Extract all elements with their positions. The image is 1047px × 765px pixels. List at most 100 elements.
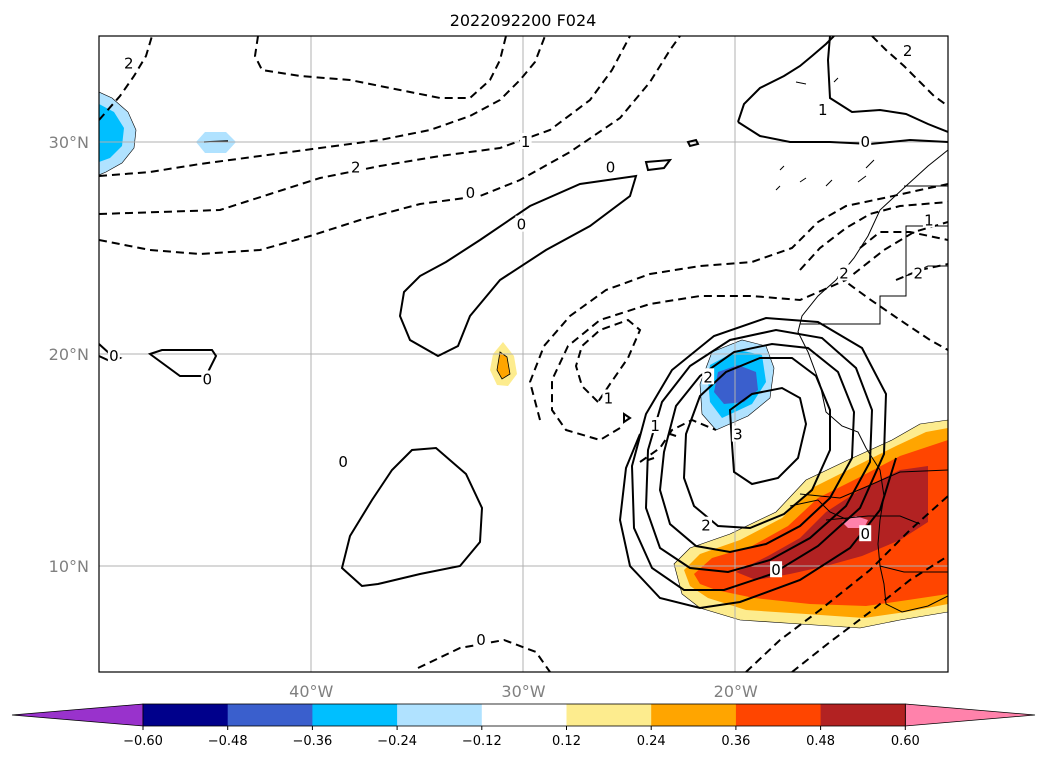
- contour-dashed-east-3: [859, 231, 948, 249]
- colorbar-tick-label: −0.60: [123, 734, 163, 749]
- contour-label-background: [700, 516, 713, 533]
- contour-dashed-south-east: [745, 495, 948, 672]
- negative-core-low: [714, 365, 758, 404]
- contour-solid-ridge: [398, 174, 638, 358]
- contour-dashed-east-2: [837, 275, 948, 351]
- colorbar-segment: [397, 704, 483, 726]
- contour-label-background: [464, 183, 477, 200]
- contour-dashed-south: [417, 638, 551, 672]
- contour-label: 2: [351, 158, 361, 176]
- lon-tick-label: 40°W: [289, 682, 333, 701]
- lon-tick-label: 30°W: [501, 682, 545, 701]
- colorbar-segment: [566, 704, 652, 726]
- contour-label-background: [922, 211, 935, 228]
- contour-label-background: [702, 368, 715, 385]
- contour-label-background: [912, 264, 925, 281]
- contour-label-background: [201, 370, 214, 387]
- colorbar-segment: [227, 704, 313, 726]
- contour-dashed-ne: [871, 36, 948, 107]
- contour-label-background: [649, 417, 662, 434]
- coastlines: [775, 77, 948, 613]
- contour-label: 0: [476, 631, 486, 649]
- colorbar-segment: [312, 704, 398, 726]
- lat-tick-label: 20°N: [49, 345, 89, 364]
- contour-solid-small-3: [623, 412, 677, 461]
- map-content: 2 2 1 0 0 0 1 0 2 1 2 2 0 0 1 2 1 3 2 0 0 0 0: [99, 36, 948, 672]
- colorbar-tick-label: 0.36: [721, 734, 750, 749]
- contour-label-background: [122, 54, 135, 71]
- contour-solid-island: [340, 446, 484, 588]
- contour-label-background: [349, 158, 362, 175]
- contour-labels: 2 2 1 0 0 0 1 0 2 1 2 2 0 0 1 2 1 3 2 0 0 0 0: [107, 41, 935, 649]
- contour-label-background: [731, 425, 744, 442]
- contour-label-background: [604, 158, 617, 175]
- contour-solid-small-1: [644, 158, 673, 172]
- contour-label: 2: [124, 55, 134, 73]
- colorbar-tick-label: 0.24: [637, 734, 666, 749]
- contour-label-background: [337, 453, 350, 470]
- contour-dashed-lowcore: [639, 418, 717, 463]
- contour-low-5: [630, 316, 888, 591]
- contour-low-3: [658, 342, 856, 554]
- contour-label: 0: [771, 561, 781, 579]
- lon-tick-label: 20°W: [714, 682, 758, 701]
- contour-dashed-nw: [99, 36, 153, 121]
- figure-title: 2022092200 F024: [450, 11, 597, 30]
- contour-label: 0: [109, 347, 119, 365]
- colorbar-tick-label: 0.48: [806, 734, 835, 749]
- colorbar-tick-label: −0.12: [462, 734, 502, 749]
- contour-label: 1: [818, 101, 828, 119]
- colorbar-tick-label: −0.48: [208, 734, 248, 749]
- contour-label-background: [602, 389, 615, 406]
- contour-label: 0: [517, 216, 527, 234]
- contour-low-4: [644, 328, 874, 574]
- contour-label-background: [901, 41, 914, 58]
- contour-dashed-0-north: [99, 36, 681, 256]
- contour-solid-west-2: [99, 343, 123, 364]
- contour-label-background: [107, 347, 120, 364]
- contour-dashed-ridge-mid: [551, 221, 948, 442]
- contour-label: 2: [903, 42, 913, 60]
- contour-solid-small-2: [686, 138, 700, 148]
- contour-label: 2: [701, 517, 711, 535]
- colorbar-extend-high: [904, 703, 1036, 727]
- contour-dashed-2-north: [99, 36, 546, 177]
- contour-label: 2: [914, 264, 924, 282]
- contour-label: 0: [606, 158, 616, 176]
- colorbar-segment: [820, 704, 906, 726]
- contour-label-background: [515, 215, 528, 232]
- contour-dashed-1-north: [99, 36, 631, 215]
- contour-solid-ne-0: [737, 36, 835, 123]
- colorbar-outline: [142, 703, 906, 727]
- colorbar-segment: [735, 704, 822, 726]
- contour-label-background: [519, 133, 532, 149]
- contour-solid-west: [147, 349, 218, 377]
- contour-label: 3: [733, 426, 743, 444]
- contour-low-inner: [728, 386, 808, 486]
- positive-core-small: [496, 351, 511, 380]
- contour-label: 1: [521, 133, 531, 151]
- contour-dashed-ridge-outer: [528, 183, 948, 421]
- colorbar-tick-label: 0.12: [552, 734, 581, 749]
- contour-label: 0: [202, 370, 212, 388]
- contour-dashed-top: [253, 36, 507, 99]
- colorbar-tick-label: −0.24: [377, 734, 417, 749]
- contour-low-2: [682, 357, 831, 530]
- lat-tick-label: 30°N: [49, 133, 89, 152]
- contour-label: 2: [839, 264, 849, 282]
- lat-tick-label: 10°N: [49, 557, 89, 576]
- map-frame: [98, 35, 949, 673]
- contour-label: 2: [703, 368, 713, 386]
- contour-label: 1: [924, 211, 934, 229]
- contour-label-background: [816, 101, 829, 118]
- contour-dashed-ridge-inner: [574, 318, 642, 404]
- contour-label-background: [859, 525, 872, 542]
- colorbar-extend-low: [11, 703, 144, 727]
- contour-solid-ne-2: [737, 121, 948, 146]
- contour-label: 1: [604, 390, 614, 408]
- contour-label-background: [859, 133, 872, 149]
- colorbar-tick-label: −0.36: [292, 734, 332, 749]
- contour-label: 1: [650, 417, 660, 435]
- negative-core-northwest: [99, 104, 124, 162]
